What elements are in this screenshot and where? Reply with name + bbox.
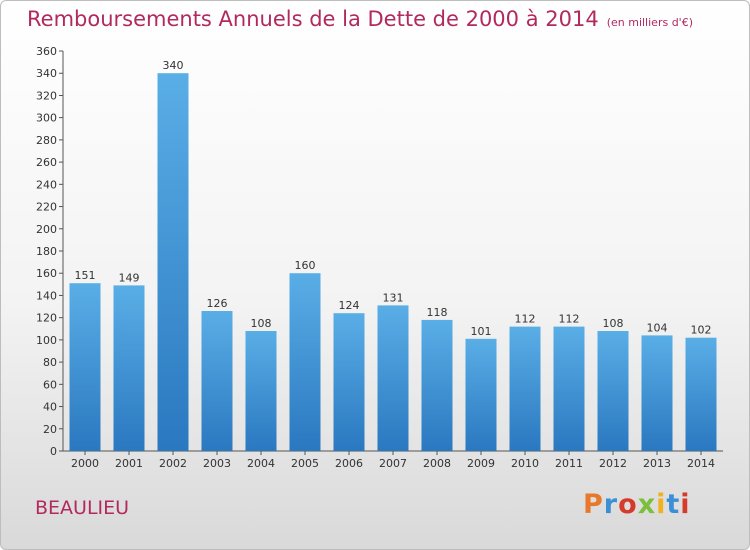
- logo-letter: P: [583, 489, 604, 520]
- bar-value-label: 108: [251, 317, 272, 330]
- logo-letter: t: [666, 489, 681, 520]
- x-tick-label: 2005: [291, 457, 319, 470]
- y-tick-label: 140: [36, 289, 57, 302]
- y-tick-label: 200: [36, 223, 57, 236]
- y-tick-label: 0: [50, 445, 57, 458]
- y-tick-label: 60: [43, 378, 57, 391]
- bar: [685, 337, 717, 451]
- x-tick-label: 2000: [71, 457, 99, 470]
- y-tick-label: 340: [36, 67, 57, 80]
- bar-value-label: 108: [603, 317, 624, 330]
- y-tick-label: 320: [36, 89, 57, 102]
- bar: [69, 283, 101, 451]
- logo-letter: i: [680, 489, 691, 520]
- x-tick-label: 2013: [643, 457, 671, 470]
- bar-value-label: 131: [383, 291, 404, 304]
- x-tick-label: 2002: [159, 457, 187, 470]
- bar: [289, 273, 321, 451]
- x-tick-label: 2014: [687, 457, 715, 470]
- bar-value-label: 126: [207, 297, 228, 310]
- bar-value-label: 112: [515, 313, 536, 326]
- x-tick-label: 2001: [115, 457, 143, 470]
- x-tick-label: 2011: [555, 457, 583, 470]
- bar: [509, 326, 541, 451]
- bar-value-label: 104: [647, 321, 668, 334]
- bar-value-label: 102: [691, 324, 712, 337]
- x-tick-label: 2004: [247, 457, 275, 470]
- y-tick-label: 240: [36, 178, 57, 191]
- bar: [377, 305, 409, 451]
- bar: [641, 335, 673, 451]
- bar: [245, 331, 277, 451]
- bar: [157, 73, 189, 451]
- chart-bars: 151 149 340 126 108 160 124 131 118 101 112 112 108 1…: [69, 59, 717, 451]
- y-tick-label: 100: [36, 334, 57, 347]
- bar: [421, 319, 453, 451]
- y-tick-label: 40: [43, 401, 57, 414]
- bar-value-label: 112: [559, 313, 580, 326]
- y-tick-label: 160: [36, 267, 57, 280]
- logo-letter: x: [637, 489, 657, 520]
- y-tick-label: 220: [36, 201, 57, 214]
- y-tick-label: 260: [36, 156, 57, 169]
- proxiti-logo[interactable]: Proxiti: [583, 489, 691, 520]
- city-name: BEAULIEU: [35, 497, 130, 519]
- x-tick-label: 2003: [203, 457, 231, 470]
- bar: [113, 285, 145, 451]
- bar: [201, 311, 233, 451]
- chart-unit: (en milliers d'€): [606, 16, 693, 29]
- chart-title: Remboursements Annuels de la Dette de 20…: [27, 7, 693, 31]
- x-tick-label: 2009: [467, 457, 495, 470]
- bar-value-label: 149: [119, 271, 140, 284]
- x-tick-label: 2007: [379, 457, 407, 470]
- bar-value-label: 124: [339, 299, 360, 312]
- bar: [333, 313, 365, 451]
- bar-value-label: 160: [295, 259, 316, 272]
- bar-value-label: 340: [163, 59, 184, 72]
- x-tick-label: 2010: [511, 457, 539, 470]
- y-tick-label: 80: [43, 356, 57, 369]
- logo-letter: r: [603, 489, 619, 520]
- y-tick-label: 300: [36, 112, 57, 125]
- x-tick-label: 2008: [423, 457, 451, 470]
- chart-axes: 0 20 40 60 80 100 120 140 160 180 200 220 240 260 280 3…: [36, 45, 723, 470]
- y-tick-label: 20: [43, 423, 57, 436]
- bar-value-label: 118: [427, 306, 448, 319]
- bar-value-label: 101: [471, 325, 492, 338]
- logo-letter: o: [618, 489, 638, 520]
- y-tick-label: 120: [36, 312, 57, 325]
- x-tick-label: 2012: [599, 457, 627, 470]
- logo-letter: i: [656, 489, 667, 520]
- x-tick-label: 2006: [335, 457, 363, 470]
- bar: [465, 338, 497, 451]
- y-tick-label: 180: [36, 245, 57, 258]
- bar: [597, 331, 629, 451]
- chart-title-text: Remboursements Annuels de la Dette de 20…: [27, 7, 599, 31]
- y-tick-label: 280: [36, 134, 57, 147]
- y-tick-label: 360: [36, 45, 57, 58]
- bar: [553, 326, 585, 451]
- bar-value-label: 151: [75, 269, 96, 282]
